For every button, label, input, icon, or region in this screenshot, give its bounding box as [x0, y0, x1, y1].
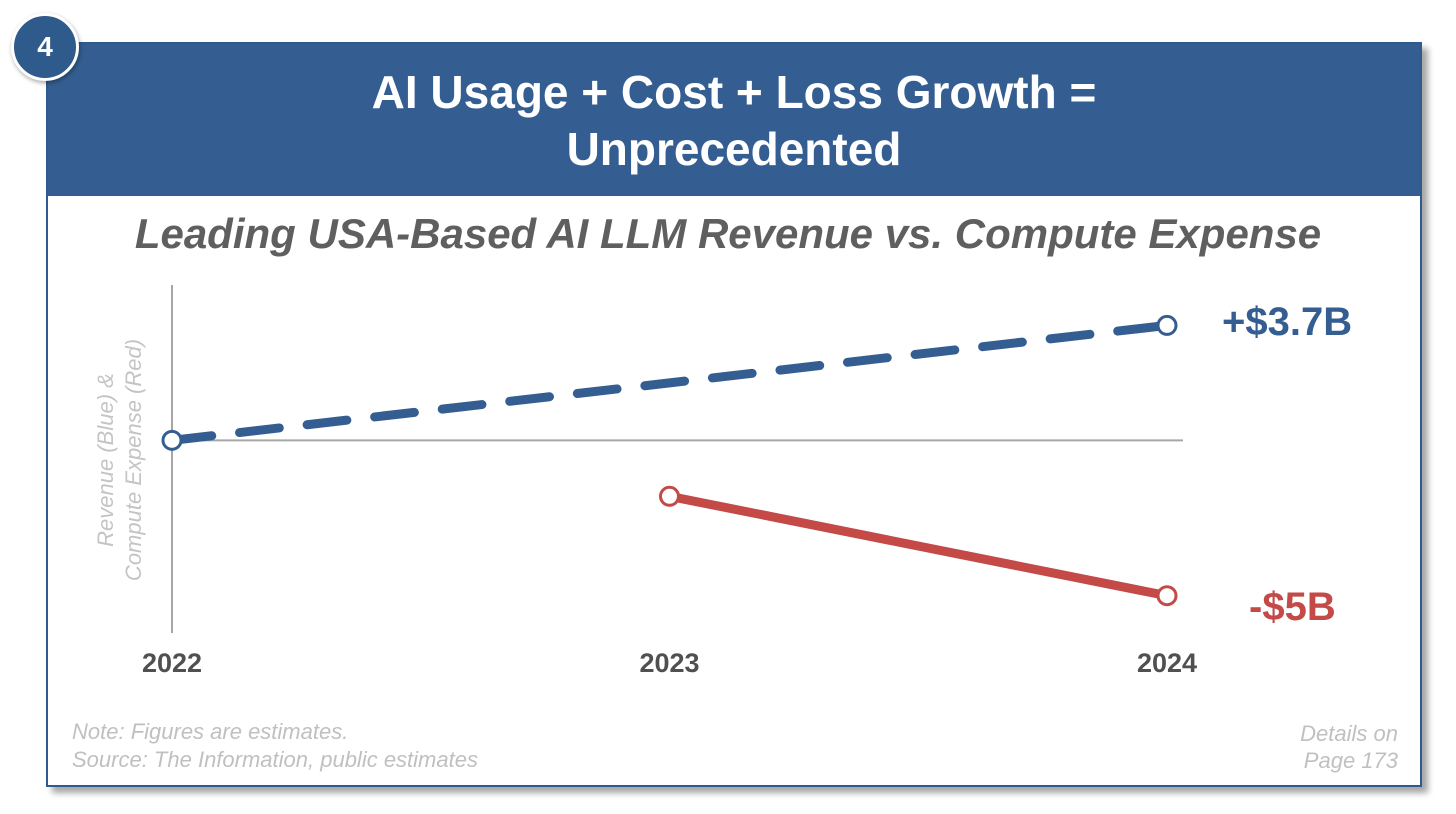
x-tick-label-2022: 2022 — [142, 648, 202, 678]
footnote-line-1: Note: Figures are estimates. — [72, 719, 349, 744]
slide-number-badge: 4 — [11, 13, 79, 81]
slide-frame: AI Usage + Cost + Loss Growth = Unpreced… — [46, 42, 1422, 787]
revenue-point-2022 — [161, 429, 183, 451]
page-reference-line-1: Details on — [1300, 721, 1398, 746]
slide-title-line-1: AI Usage + Cost + Loss Growth = — [371, 66, 1097, 118]
slide-title: AI Usage + Cost + Loss Growth = Unpreced… — [48, 64, 1420, 178]
slide-title-line-2: Unprecedented — [566, 123, 902, 175]
revenue-series-line — [167, 320, 1172, 445]
revenue-end-label: +$3.7B — [1222, 300, 1353, 345]
expense-point-2024 — [1156, 585, 1178, 607]
chart-title: Leading USA-Based AI LLM Revenue vs. Com… — [134, 210, 1322, 257]
footnote: Note: Figures are estimates. Source: The… — [72, 718, 478, 774]
expense-series-line — [668, 491, 1168, 601]
page-reference-line-2: Page 173 — [1303, 748, 1398, 773]
title-banner: AI Usage + Cost + Loss Growth = Unpreced… — [48, 44, 1420, 196]
expense-end-label: -$5B — [1249, 584, 1336, 629]
footnote-line-2: Source: The Information, public estimate… — [72, 747, 478, 772]
x-tick-label-2023: 2023 — [639, 648, 699, 678]
page-reference: Details on Page 173 — [1300, 720, 1398, 774]
expense-point-2023 — [659, 485, 680, 507]
x-tick-label-2024: 2024 — [1137, 648, 1197, 678]
revenue-point-2024 — [1156, 314, 1178, 336]
